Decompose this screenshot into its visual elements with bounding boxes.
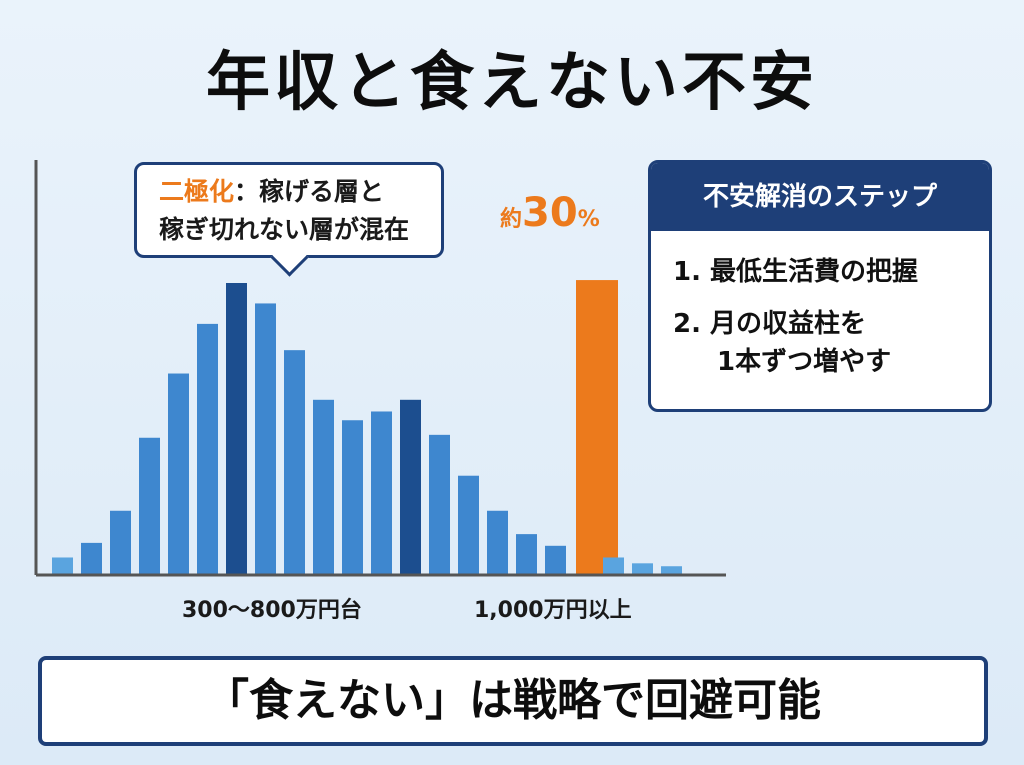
percentage-label: 約30% bbox=[500, 190, 640, 250]
bar bbox=[545, 545, 566, 575]
bar bbox=[52, 557, 73, 575]
bar-highlight bbox=[576, 280, 618, 575]
bar bbox=[226, 283, 247, 575]
x-tick-mid-range: 300～800万円台 bbox=[182, 598, 362, 623]
bar bbox=[255, 303, 276, 575]
bar bbox=[371, 411, 392, 575]
bar bbox=[342, 420, 363, 575]
bar bbox=[516, 534, 537, 575]
bar bbox=[81, 542, 102, 575]
callout-accent: 二極化 bbox=[159, 177, 235, 206]
page-title: 年収と食えない不安 bbox=[206, 46, 818, 120]
bars-group bbox=[52, 280, 682, 575]
bar bbox=[400, 399, 421, 575]
x-tick-high-range: 1,000万円以上 bbox=[474, 598, 632, 623]
steps-header: 不安解消のステップ bbox=[651, 163, 989, 231]
bar bbox=[168, 373, 189, 575]
pct-prefix: 約 bbox=[500, 207, 523, 232]
callout-line1: ：稼げる層と bbox=[234, 177, 385, 206]
conclusion-banner: 「食えない」は戦略で回避可能 bbox=[38, 656, 988, 746]
pct-unit: % bbox=[577, 207, 600, 232]
bar bbox=[110, 510, 131, 575]
bar bbox=[487, 510, 508, 575]
bar bbox=[284, 350, 305, 575]
step-2: 2. 月の収益柱を bbox=[673, 309, 867, 339]
bar bbox=[429, 434, 450, 575]
bar bbox=[661, 566, 682, 575]
callout-line2: 稼ぎ切れない層が混在 bbox=[159, 215, 410, 244]
steps-panel: 不安解消のステップ 1. 最低生活費の把握 2. 月の収益柱を 1本ずつ増やす bbox=[648, 160, 992, 412]
bar bbox=[139, 437, 160, 575]
bar bbox=[458, 475, 479, 575]
step-1: 1. 最低生活費の把握 bbox=[673, 257, 919, 287]
bar bbox=[603, 557, 624, 575]
bar bbox=[197, 323, 218, 575]
bar bbox=[632, 563, 653, 575]
step-2-continued: 1本ずつ増やす bbox=[717, 347, 892, 377]
bar bbox=[313, 399, 334, 575]
pct-number: 30 bbox=[522, 190, 578, 236]
